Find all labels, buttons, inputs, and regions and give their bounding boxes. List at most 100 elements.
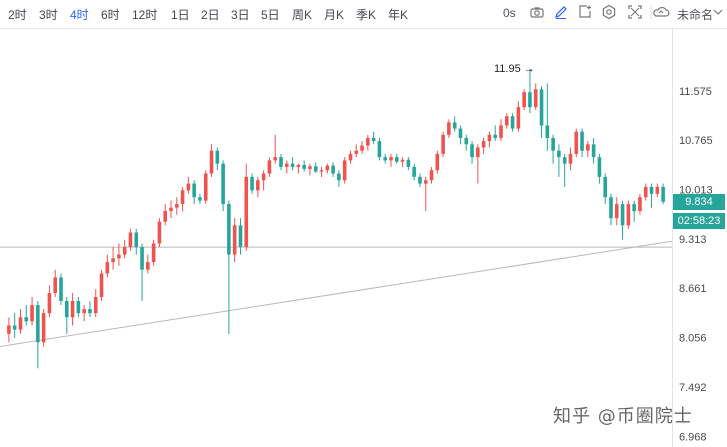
trend-line — [0, 240, 673, 348]
timeframe-week[interactable]: 周K — [292, 8, 313, 22]
camera-icon[interactable] — [529, 4, 545, 23]
price-axis-tick: 9.313 — [679, 234, 707, 246]
candle-body — [383, 157, 388, 161]
candle-body — [203, 173, 208, 201]
candle-body — [88, 309, 92, 314]
candle-body — [429, 170, 434, 181]
candle-body — [7, 325, 11, 334]
candle-body — [174, 204, 179, 208]
candle-body — [198, 197, 202, 201]
candle-body — [36, 305, 40, 343]
timeframe-2h[interactable]: 2时 — [8, 8, 27, 22]
candle-body — [580, 131, 584, 151]
candle-body — [510, 116, 515, 129]
candle-body — [24, 317, 29, 322]
candle-body — [551, 137, 555, 151]
candle-body — [435, 153, 440, 171]
candle-body — [638, 197, 642, 212]
candle-body — [412, 166, 416, 177]
candle-body — [522, 92, 526, 108]
candle-body — [568, 153, 573, 164]
candle-body — [342, 160, 347, 181]
candle-body — [348, 153, 353, 161]
candle-body — [267, 160, 272, 174]
candle-body — [603, 176, 608, 198]
candle-body — [620, 204, 625, 226]
candle-countdown-badge: 02:58:23 — [673, 212, 725, 229]
candle-body — [643, 186, 648, 198]
candle-body — [47, 293, 52, 314]
candle-body — [313, 166, 318, 172]
candle-body — [366, 137, 370, 146]
fullscreen-icon[interactable] — [627, 4, 643, 23]
candle-body — [209, 150, 214, 174]
timeframe-month[interactable]: 月K — [324, 8, 345, 22]
pencil-icon[interactable] — [553, 4, 569, 23]
candle-body — [163, 211, 168, 222]
candle-body — [418, 176, 422, 184]
candle-body — [140, 247, 144, 270]
candle-body — [655, 186, 660, 194]
candle-body — [111, 258, 115, 263]
timeframe-2d[interactable]: 2日 — [201, 8, 220, 22]
candle-body — [41, 313, 46, 343]
candle-body — [53, 277, 58, 294]
candle-body — [481, 141, 486, 148]
candle-body — [319, 170, 324, 172]
candle-body — [284, 163, 289, 167]
price-axis-tick: 7.492 — [679, 382, 707, 394]
candle-body — [250, 176, 254, 191]
candle-body — [221, 163, 225, 205]
candle-body — [325, 165, 330, 171]
candle-body — [117, 254, 121, 259]
timeframe-1d[interactable]: 1日 — [171, 8, 190, 22]
candle-body — [394, 157, 399, 162]
timeframe-4h[interactable]: 4时 — [70, 8, 89, 22]
price-axis-tick: 10.013 — [679, 184, 713, 196]
candle-body — [452, 122, 457, 129]
candle-body — [30, 305, 34, 322]
candle-body — [586, 144, 590, 151]
candle-body — [377, 141, 382, 158]
candle-body — [406, 159, 411, 167]
candle-body — [337, 173, 341, 181]
timeframe-3d[interactable]: 3日 — [231, 8, 250, 22]
interval-readout[interactable]: 0s — [503, 6, 516, 20]
layout-chevron-down-icon[interactable] — [713, 4, 723, 23]
timeframe-5d[interactable]: 5日 — [261, 8, 280, 22]
candle-body — [331, 165, 335, 174]
cloud-icon[interactable] — [650, 4, 676, 23]
candle-body — [423, 180, 428, 184]
price-axis: 11.575 10.765 10.013 9.313 8.661 8.056 7.492 6.… — [679, 86, 713, 444]
candle-body — [134, 232, 139, 248]
price-axis-tick: 10.765 — [679, 135, 713, 147]
candle-body — [93, 297, 98, 314]
settings-icon[interactable] — [601, 4, 617, 23]
timeframe-3h[interactable]: 3时 — [39, 8, 58, 22]
candle-body — [256, 180, 260, 191]
candle-body — [516, 107, 521, 129]
candle-body — [458, 128, 463, 138]
candle-body — [597, 157, 602, 177]
candle-body — [614, 204, 619, 219]
candle-body — [238, 225, 243, 248]
candle-body — [464, 137, 469, 145]
timeframe-quarter[interactable]: 季K — [356, 8, 377, 22]
timeframe-year[interactable]: 年K — [388, 8, 409, 22]
timeframe-6h[interactable]: 6时 — [101, 8, 120, 22]
candle-body — [447, 122, 451, 135]
candle-body — [400, 159, 405, 162]
timeframe-12h[interactable]: 12时 — [132, 8, 158, 22]
candle-body — [232, 225, 237, 255]
candle-body — [105, 262, 110, 274]
layout-name[interactable]: 未命名 — [677, 8, 714, 22]
candlestick-chart[interactable]: 11.575 10.765 10.013 9.313 8.661 8.056 7.492 6.… — [0, 29, 727, 447]
candle-body — [487, 134, 492, 142]
candle-body — [545, 125, 550, 138]
candle-body — [539, 89, 544, 126]
price-axis-tick: 6.968 — [679, 431, 707, 443]
high-price-marker: 11.95 → — [494, 63, 535, 76]
add-frame-icon[interactable] — [577, 4, 593, 23]
candle-body — [227, 204, 231, 255]
candle-body — [290, 163, 295, 167]
